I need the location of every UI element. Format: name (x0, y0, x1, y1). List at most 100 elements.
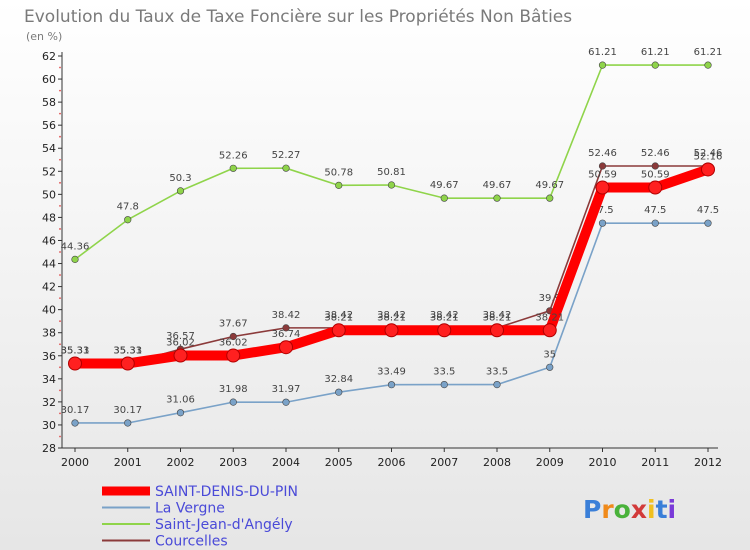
data-point (71, 419, 79, 427)
data-point (546, 363, 554, 371)
data-point (226, 348, 241, 363)
x-tick-label: 2000 (61, 456, 89, 469)
data-point (173, 348, 188, 363)
data-point (335, 181, 343, 189)
x-tick-label: 2001 (114, 456, 142, 469)
data-label: 38.42 (272, 310, 301, 321)
legend-label: SAINT-DENIS-DU-PIN (155, 484, 298, 500)
x-tick-label: 2005 (325, 456, 353, 469)
data-point (124, 216, 132, 224)
data-point (490, 323, 504, 338)
data-label: 35.33 (113, 345, 142, 356)
data-point (440, 380, 448, 389)
x-tick-label: 2011 (641, 456, 669, 469)
x-tick-label: 2002 (167, 456, 195, 469)
x-tick-label: 2004 (272, 456, 300, 469)
data-label: 52.46 (694, 148, 723, 159)
y-tick-label: 28 (42, 442, 56, 455)
data-label: 31.06 (166, 395, 195, 406)
data-label: 32.84 (324, 374, 353, 385)
x-tick-label: 2010 (589, 456, 617, 469)
y-tick-label: 34 (42, 373, 56, 386)
data-label: 38.21 (483, 312, 512, 323)
data-label: 38.21 (535, 312, 564, 323)
y-minor-tick (59, 412, 61, 415)
data-point (493, 380, 501, 389)
data-label: 39.9 (539, 293, 561, 304)
data-label: 38.21 (377, 312, 406, 323)
data-label: 35.31 (113, 346, 142, 357)
y-minor-tick (59, 228, 61, 230)
y-tick-label: 30 (42, 419, 56, 432)
legend-label: Courcelles (155, 534, 228, 550)
y-minor-tick (59, 389, 61, 392)
data-point (387, 181, 396, 189)
y-tick-label: 44 (42, 258, 56, 271)
data-label: 36.02 (219, 338, 248, 349)
data-label: 49.67 (483, 180, 512, 191)
data-point (282, 164, 290, 172)
x-tick-label: 2006 (378, 456, 406, 469)
data-point (331, 323, 346, 338)
data-label: 33.5 (486, 367, 508, 378)
y-tick-label: 60 (42, 73, 56, 86)
data-label: 35 (543, 349, 556, 360)
data-label: 31.98 (219, 384, 248, 395)
data-point (282, 324, 290, 332)
x-tick-label: 2003 (219, 456, 247, 469)
data-label: 36.02 (166, 338, 195, 349)
y-tick-label: 50 (42, 188, 56, 201)
data-label: 47.8 (117, 202, 139, 213)
axes: 28 30 32 34 36 38 40 42 44 46 48 50 52 54 56 58 60 62 2000… (42, 50, 722, 469)
data-label: 50.3 (169, 173, 191, 184)
y-tick-label: 52 (42, 165, 56, 178)
data-point (493, 194, 501, 202)
data-point (124, 419, 132, 427)
data-label: 52.26 (219, 150, 248, 161)
y-minor-tick (59, 343, 61, 346)
data-point (542, 323, 557, 338)
x-tick-label: 2008 (483, 456, 511, 469)
chart-title: Evolution du Taux de Taxe Foncière sur l… (24, 7, 572, 27)
y-tick-label: 58 (42, 96, 56, 109)
data-label: 35.33 (61, 345, 90, 356)
y-tick-label: 32 (42, 396, 56, 409)
data-point (282, 398, 290, 406)
y-minor-tick (59, 435, 61, 438)
data-label: 52.27 (272, 150, 301, 161)
data-label: 38.21 (324, 312, 353, 323)
data-label: 52.46 (641, 148, 670, 159)
y-minor-tick (59, 181, 61, 184)
y-tick-label: 48 (42, 211, 56, 224)
data-point (651, 61, 659, 69)
data-point (176, 187, 185, 195)
data-label: 33.5 (433, 367, 455, 378)
data-label: 38.42 (324, 310, 353, 321)
data-label: 50.59 (641, 170, 670, 181)
logo-letter: P (583, 495, 601, 524)
proxiti-logo: Proxiti (583, 495, 676, 524)
data-point (229, 398, 237, 406)
data-label: 61.21 (641, 47, 670, 58)
logo-letter: i (668, 495, 677, 524)
y-minor-tick (59, 89, 61, 92)
legend-label: Saint-Jean-d'Angély (155, 517, 293, 533)
data-label: 47.5 (697, 205, 719, 216)
data-label: 38.42 (377, 310, 406, 321)
series-2: 44.36 47.8 50.3 52.26 52.27 50.78 50.81 49.67 49… (61, 47, 723, 263)
data-point (651, 219, 659, 227)
data-point (651, 162, 659, 170)
data-label: 61.21 (694, 47, 723, 58)
data-label: 49.67 (430, 180, 459, 191)
data-point (701, 162, 715, 177)
y-minor-tick (59, 204, 61, 207)
x-tick-label: 2009 (536, 456, 564, 469)
data-label: 36.74 (272, 329, 301, 340)
y-minor-tick (59, 135, 61, 138)
data-label: 47.5 (591, 205, 613, 216)
y-tick-label: 38 (42, 327, 56, 340)
y-tick-label: 36 (42, 350, 56, 363)
